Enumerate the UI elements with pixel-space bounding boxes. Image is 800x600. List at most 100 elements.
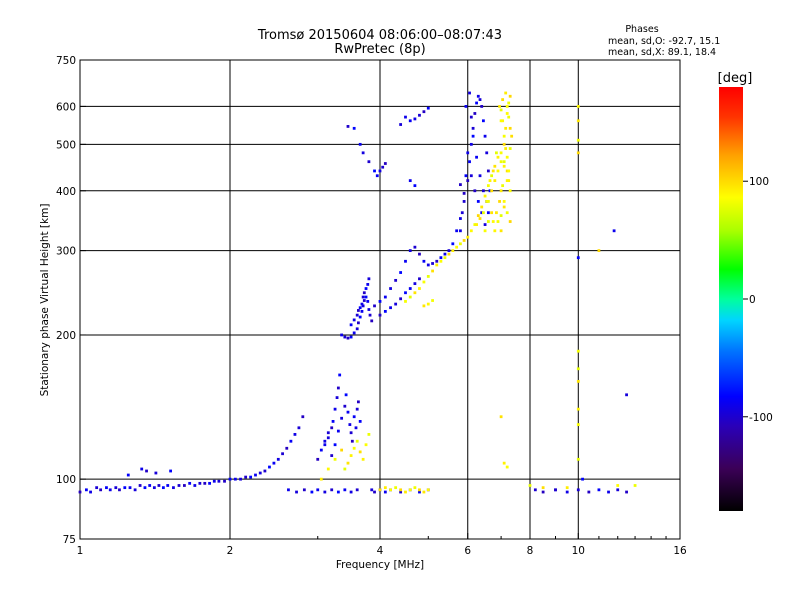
x-mode-point (499, 214, 503, 217)
o-mode-point (285, 446, 289, 450)
x-mode-point (473, 223, 477, 226)
x-mode-point (367, 433, 371, 436)
o-mode-point (333, 443, 337, 447)
o-mode-point (182, 484, 186, 487)
o-mode-point (370, 488, 374, 492)
o-mode-point (408, 287, 412, 290)
x-mode-point (319, 477, 323, 481)
o-mode-point (361, 151, 365, 155)
x-mode-point (358, 450, 362, 454)
x-mode-point (528, 484, 532, 487)
o-mode-point (145, 469, 148, 473)
o-mode-point (143, 486, 147, 490)
y-tick-label: 750 (56, 55, 76, 67)
x-mode-point (480, 205, 484, 209)
o-mode-point (89, 490, 92, 494)
o-mode-point (302, 488, 306, 492)
x-mode-point (499, 229, 503, 233)
o-mode-point (383, 309, 387, 313)
o-mode-point (349, 490, 353, 494)
o-mode-point (349, 431, 353, 435)
o-mode-point (336, 386, 340, 390)
o-mode-point (533, 488, 537, 492)
o-mode-point (478, 98, 482, 101)
o-mode-point (333, 407, 337, 411)
o-mode-point (399, 123, 403, 126)
x-mode-point (408, 295, 412, 299)
x-mode-point (502, 164, 506, 168)
o-mode-point (418, 252, 421, 256)
x-mode-point (340, 448, 344, 452)
o-mode-point (310, 490, 314, 494)
x-mode-point (483, 229, 487, 233)
o-mode-point (399, 297, 403, 301)
x-mode-point (389, 488, 392, 492)
x-mode-point (565, 486, 569, 490)
data-points (78, 91, 637, 494)
o-mode-point (331, 419, 335, 423)
x-mode-point (378, 488, 382, 492)
o-mode-point (343, 488, 347, 492)
y-tick-label: 400 (56, 186, 76, 198)
o-mode-point (108, 488, 112, 492)
x-mode-point (493, 229, 497, 233)
o-mode-point (356, 321, 360, 325)
o-mode-point (554, 488, 557, 492)
x-mode-point (326, 467, 330, 471)
o-mode-point (607, 490, 610, 494)
o-mode-point (364, 287, 368, 290)
o-mode-point (360, 309, 364, 313)
o-mode-point (373, 169, 376, 173)
x-mode-point (483, 194, 487, 198)
x-mode-point (422, 304, 426, 308)
o-mode-point (466, 179, 470, 183)
o-mode-point (413, 245, 417, 249)
o-mode-point (381, 165, 385, 169)
x-mode-point (383, 486, 387, 490)
x-tick-label: 1 (77, 545, 84, 557)
o-mode-point (154, 471, 158, 475)
o-mode-point (356, 400, 360, 404)
o-mode-point (413, 184, 417, 188)
x-mode-point (510, 134, 514, 138)
x-mode-point (394, 486, 398, 490)
colorbar-tick-label: 0 (749, 294, 756, 306)
chart-subtitle: RwPretec (8p) (334, 42, 425, 57)
x-mode-point (431, 269, 434, 273)
o-mode-point (346, 410, 350, 414)
colorbar-tick-label: -100 (749, 412, 773, 424)
o-mode-point (203, 481, 207, 485)
colorbar-ticks: 100 0 -100 (743, 176, 773, 424)
x-mode-point (490, 174, 494, 178)
x-mode-point (422, 280, 426, 284)
o-mode-point (355, 313, 359, 317)
o-mode-point (475, 101, 478, 105)
o-mode-point (350, 439, 354, 443)
y-tick-label: 200 (56, 330, 76, 342)
phases-o-mode: mean, sd,O: -92.7, 15.1 (608, 36, 720, 47)
x-mode-point (435, 263, 439, 267)
o-mode-point (362, 291, 366, 295)
o-mode-point (233, 477, 237, 481)
o-mode-point (358, 315, 362, 319)
o-mode-point (451, 242, 455, 246)
y-tick-label: 300 (56, 246, 76, 258)
o-mode-point (217, 479, 221, 483)
x-mode-point (502, 142, 506, 146)
o-mode-point (408, 249, 412, 253)
o-mode-point (426, 106, 430, 110)
o-mode-point (418, 277, 421, 281)
o-mode-point (480, 211, 484, 215)
o-mode-point (447, 249, 451, 253)
o-mode-point (344, 393, 348, 397)
o-mode-point (263, 469, 267, 473)
x-mode-point (496, 169, 500, 173)
x-mode-point (426, 488, 430, 492)
o-mode-point (404, 115, 407, 119)
x-mode-point (418, 488, 421, 492)
o-mode-point (362, 299, 366, 302)
o-mode-point (366, 300, 370, 303)
o-mode-point (258, 471, 262, 475)
x-mode-point (508, 126, 512, 130)
o-mode-point (157, 484, 161, 487)
